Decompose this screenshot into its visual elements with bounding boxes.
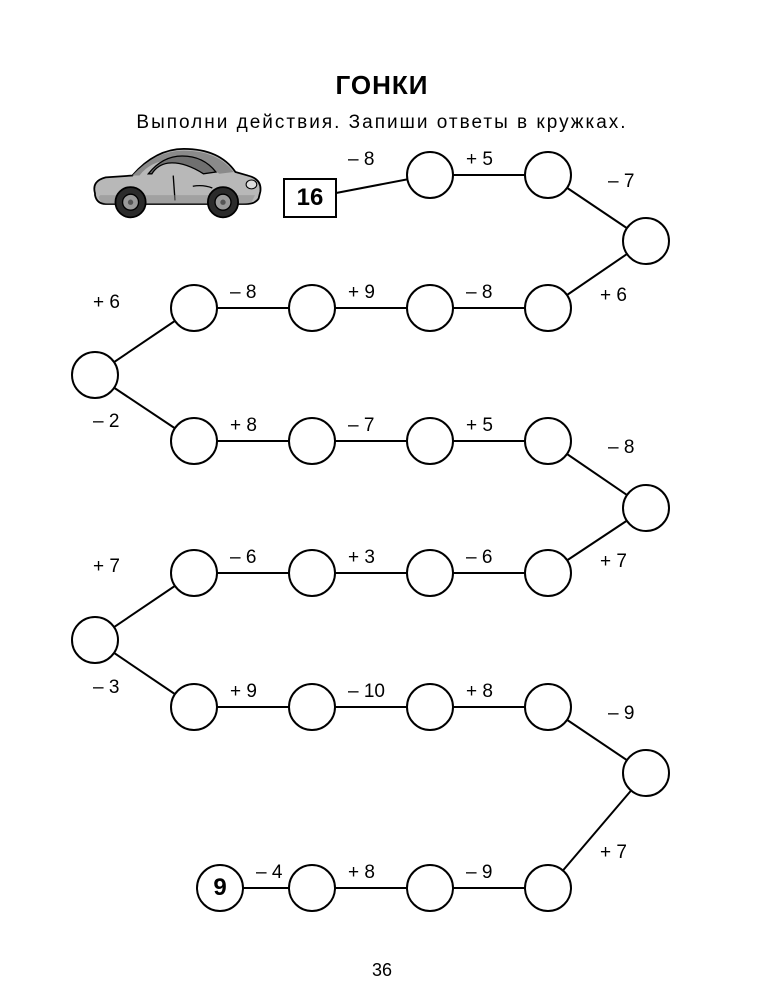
answer-circle <box>288 864 336 912</box>
answer-circle <box>170 549 218 597</box>
car-icon <box>80 140 270 220</box>
operation-label: + 6 <box>93 292 120 314</box>
operation-label: + 3 <box>348 547 375 569</box>
start-value-box: 16 <box>283 178 337 218</box>
answer-circle <box>288 417 336 465</box>
answer-circle <box>406 683 454 731</box>
operation-label: + 9 <box>348 282 375 304</box>
operation-label: – 3 <box>93 677 119 699</box>
operation-label: – 2 <box>93 411 119 433</box>
answer-circle <box>288 683 336 731</box>
operation-label: – 8 <box>230 282 256 304</box>
answer-circle <box>524 683 572 731</box>
page-title: ГОНКИ <box>0 70 764 101</box>
operation-label: + 5 <box>466 149 493 171</box>
operation-label: + 8 <box>466 681 493 703</box>
operation-label: + 8 <box>348 862 375 884</box>
answer-circle <box>406 549 454 597</box>
operation-label: – 8 <box>466 282 492 304</box>
answer-circle <box>71 616 119 664</box>
operation-label: – 6 <box>466 547 492 569</box>
answer-circle <box>288 284 336 332</box>
operation-label: + 7 <box>93 556 120 578</box>
operation-label: – 9 <box>608 703 634 725</box>
answer-circle <box>406 417 454 465</box>
operation-label: + 9 <box>230 681 257 703</box>
operation-label: – 4 <box>256 862 282 884</box>
answer-circle <box>524 417 572 465</box>
answer-circle <box>622 484 670 532</box>
operation-label: – 7 <box>348 415 374 437</box>
end-value-circle: 9 <box>196 864 244 912</box>
page-number: 36 <box>0 960 764 981</box>
answer-circle <box>622 749 670 797</box>
answer-circle <box>524 864 572 912</box>
answer-circle <box>406 284 454 332</box>
operation-label: + 7 <box>600 842 627 864</box>
operation-label: – 8 <box>608 437 634 459</box>
operation-label: + 5 <box>466 415 493 437</box>
answer-circle <box>170 683 218 731</box>
answer-circle <box>406 151 454 199</box>
operation-label: – 10 <box>348 681 385 703</box>
operation-label: – 6 <box>230 547 256 569</box>
instruction-text: Выполни действия. Запиши ответы в кружка… <box>0 112 764 134</box>
answer-circle <box>71 351 119 399</box>
answer-circle <box>524 151 572 199</box>
answer-circle <box>622 217 670 265</box>
operation-label: + 6 <box>600 285 627 307</box>
operation-label: + 8 <box>230 415 257 437</box>
operation-label: – 7 <box>608 171 634 193</box>
answer-circle <box>170 417 218 465</box>
answer-circle <box>524 549 572 597</box>
answer-circle <box>524 284 572 332</box>
operation-label: – 8 <box>348 149 374 171</box>
answer-circle <box>288 549 336 597</box>
operation-label: + 7 <box>600 551 627 573</box>
answer-circle <box>170 284 218 332</box>
operation-label: – 9 <box>466 862 492 884</box>
answer-circle <box>406 864 454 912</box>
